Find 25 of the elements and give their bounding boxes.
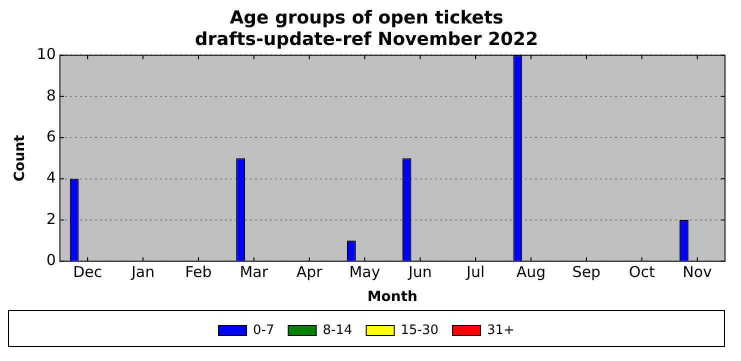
x-tick-label: Nov <box>682 263 712 282</box>
x-tick-label: Aug <box>516 263 546 282</box>
x-tick-label: Jul <box>466 263 485 282</box>
chart-title: Age groups of open tickets drafts-update-ref November 2022 <box>194 7 538 50</box>
x-tick-label: May <box>349 263 380 282</box>
y-tick-label: 8 <box>46 86 56 104</box>
x-tick-label: Jan <box>130 263 155 282</box>
x-tick-label: Apr <box>296 263 324 282</box>
y-tick-label: 4 <box>46 168 56 187</box>
legend-label: 15-30 <box>400 322 439 338</box>
x-tick-label: Jun <box>407 263 432 282</box>
y-axis-title: Count <box>12 134 28 182</box>
legend-label: 31+ <box>487 322 514 338</box>
x-tick-label: Sep <box>572 263 601 282</box>
x-tick-label: Oct <box>628 263 655 282</box>
y-tick-label: 10 <box>36 45 56 64</box>
y-tick-label: 6 <box>46 127 56 146</box>
x-tick-label: Dec <box>73 263 102 282</box>
legend-label: 8-14 <box>322 322 352 338</box>
y-tick-label: 2 <box>46 210 56 228</box>
x-tick-label: Mar <box>240 263 269 282</box>
x-tick-label: Feb <box>185 263 212 282</box>
y-tick-label: 0 <box>46 251 56 270</box>
legend-label: 0-7 <box>253 322 274 338</box>
x-axis-title: Month <box>367 289 418 306</box>
